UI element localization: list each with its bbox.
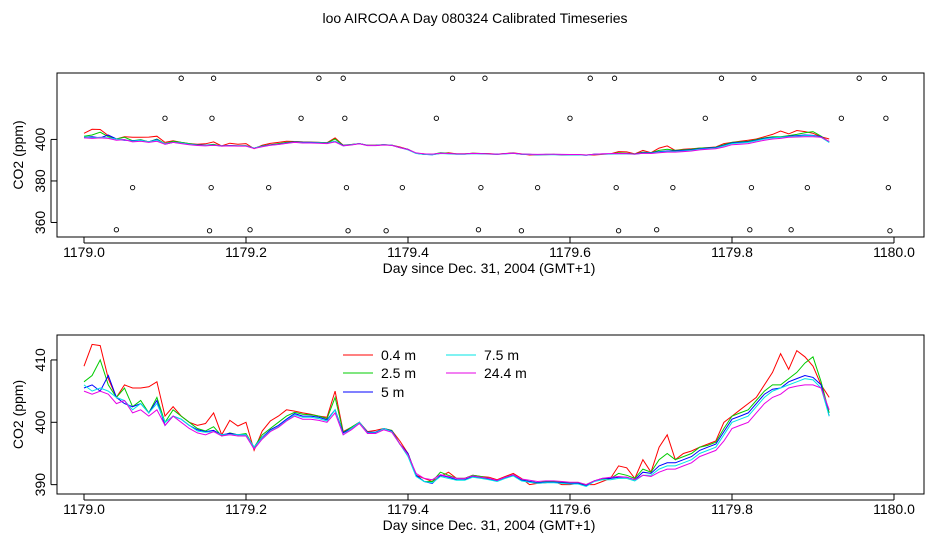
series-line — [83, 355, 830, 486]
x-tick-label: 1179.6 — [549, 501, 591, 517]
series-line — [83, 128, 830, 156]
scatter-point — [478, 184, 484, 191]
scatter-point — [162, 115, 168, 121]
scatter-point — [751, 75, 757, 81]
x-tick-label: 1179.0 — [63, 244, 105, 260]
y-axis-label: CO2 (ppm) — [10, 380, 26, 449]
x-tick-label: 1179.4 — [387, 244, 429, 260]
scatter-point — [475, 227, 482, 233]
y-tick-label: 410 — [32, 348, 48, 372]
scatter-point — [615, 228, 622, 234]
scatter-point — [345, 228, 351, 234]
scatter-point — [383, 228, 389, 234]
y-tick-label: 390 — [32, 473, 48, 497]
page-title: loo AIRCOA A Day 080324 Calibrated Times… — [322, 10, 628, 26]
scatter-point — [343, 184, 350, 191]
scatter-point — [433, 115, 439, 121]
scatter-point — [881, 75, 887, 81]
scatter-point — [342, 115, 348, 121]
x-tick-label: 1179.8 — [711, 501, 753, 517]
series-line — [83, 378, 830, 488]
scatter-point — [670, 184, 676, 191]
scatter-point — [113, 227, 120, 233]
scatter-point — [587, 75, 593, 81]
scatter-point — [887, 228, 893, 234]
scatter-point — [804, 184, 810, 191]
scatter-point — [718, 75, 725, 81]
scatter-point — [885, 184, 891, 191]
plot-frame — [56, 334, 925, 495]
scatter-point — [788, 227, 794, 233]
legend-label: 0.4 m — [381, 347, 416, 363]
series-line — [83, 343, 830, 486]
y-axis-label: CO2 (ppm) — [10, 120, 26, 189]
scatter-point — [567, 115, 573, 121]
legend-label: 24.4 m — [484, 365, 527, 381]
legend-label: 2.5 m — [381, 365, 416, 381]
series-line — [83, 131, 830, 156]
x-tick-label: 1179.2 — [225, 501, 267, 517]
scatter-point — [883, 115, 889, 121]
x-tick-label: 1179.0 — [63, 501, 105, 517]
scatter-point — [748, 184, 755, 191]
x-tick-label: 1179.2 — [225, 244, 267, 260]
scatter-point — [206, 228, 213, 234]
y-tick-label: 400 — [32, 410, 48, 434]
legend-label: 5 m — [381, 384, 404, 400]
x-tick-label: 1180.0 — [873, 501, 915, 517]
scatter-point — [208, 184, 214, 191]
scatter-point — [611, 75, 618, 81]
x-axis-label: Day since Dec. 31, 2004 (GMT+1) — [383, 260, 596, 276]
x-tick-label: 1179.4 — [387, 501, 429, 517]
scatter-point — [209, 115, 215, 121]
scatter-point — [449, 75, 456, 81]
scatter-point — [702, 115, 708, 121]
scatter-point — [340, 75, 346, 81]
bottom-panel: 1179.0 1179.2 1179.4 1179.6 1179.8 1180.0 Day … — [10, 334, 925, 533]
x-tick-label: 1179.8 — [711, 244, 753, 260]
x-tick-label: 1179.6 — [549, 244, 591, 260]
series-line — [83, 136, 830, 156]
scatter-point — [129, 184, 136, 191]
scatter-point — [856, 75, 862, 81]
series-line — [83, 384, 830, 486]
scatter-point — [747, 227, 753, 233]
scatter-point — [518, 228, 525, 234]
scatter-point — [210, 75, 217, 81]
y-tick-label: 380 — [32, 169, 48, 193]
scatter-point — [534, 184, 541, 191]
legend-label: 7.5 m — [484, 347, 519, 363]
x-tick-label: 1180.0 — [873, 244, 915, 260]
scatter-point — [266, 184, 272, 191]
scatter-point — [178, 75, 184, 81]
scatter-point — [316, 75, 322, 81]
scatter-point — [247, 227, 253, 233]
scatter-point — [838, 115, 844, 121]
scatter-point — [654, 227, 660, 233]
scatter-point — [482, 75, 488, 81]
scatter-point — [613, 184, 619, 191]
scatter-point — [399, 184, 405, 191]
top-panel: 1179.0 1179.2 1179.4 1179.6 1179.8 1180.0 Day … — [10, 72, 925, 276]
scatter-point — [298, 115, 304, 121]
y-tick-label: 400 — [32, 128, 48, 152]
y-tick-label: 360 — [32, 211, 48, 235]
plot-frame — [56, 72, 925, 238]
x-axis-label: Day since Dec. 31, 2004 (GMT+1) — [383, 517, 596, 533]
series-line — [83, 374, 830, 487]
